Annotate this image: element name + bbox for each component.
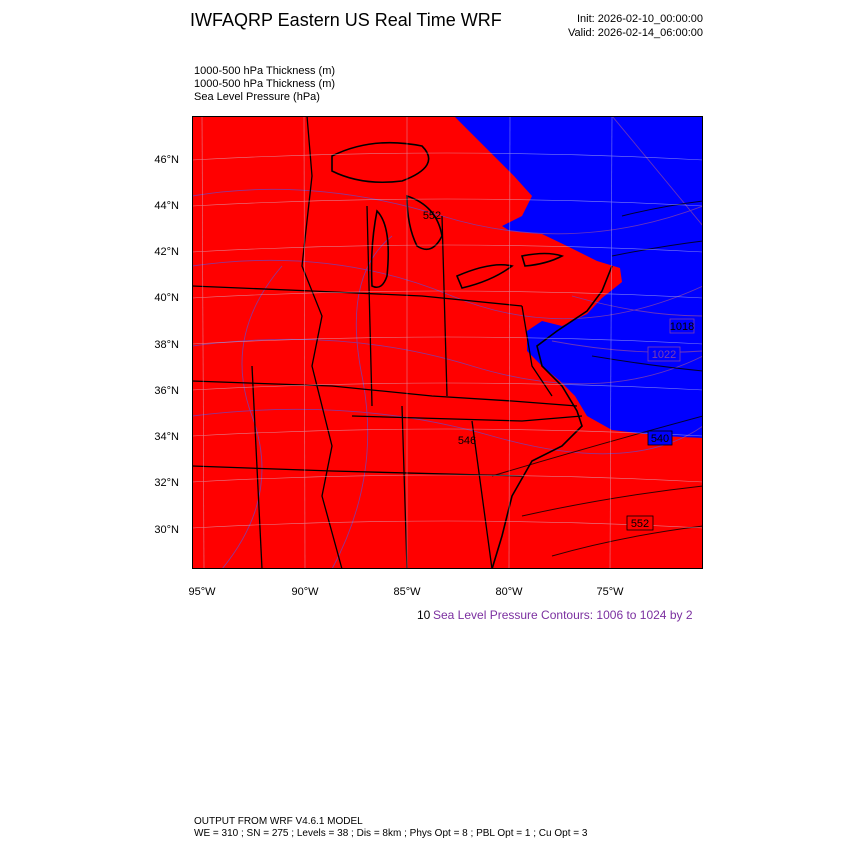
field-label-thickness-1: 1000-500 hPa Thickness (m) bbox=[194, 65, 336, 77]
footer-model: OUTPUT FROM WRF V4.6.1 MODEL bbox=[194, 816, 363, 827]
footer-params: WE = 310 ; SN = 275 ; Levels = 38 ; Dis … bbox=[194, 828, 588, 839]
lon-label-80: 80°W bbox=[495, 586, 523, 598]
lat-label-32: 32°N bbox=[154, 477, 179, 489]
thickness-label-552: 552 bbox=[631, 518, 649, 530]
thickness-contours bbox=[491, 200, 703, 557]
slp-label-1022: 1022 bbox=[652, 349, 676, 361]
weather-map: 552 540 1018 1022 546 552 bbox=[192, 116, 703, 569]
lon-label-75: 75°W bbox=[596, 586, 624, 598]
great-lakes bbox=[331, 141, 565, 289]
map-frame bbox=[192, 116, 703, 569]
field-label-slp: Sea Level Pressure (hPa) bbox=[194, 91, 320, 103]
lat-label-30: 30°N bbox=[154, 524, 179, 536]
state-boundaries bbox=[192, 116, 583, 569]
contour-info-lead: 10 bbox=[417, 608, 431, 622]
lat-label-42: 42°N bbox=[154, 246, 179, 258]
lat-label-40: 40°N bbox=[154, 292, 179, 304]
lon-label-90: 90°W bbox=[291, 586, 319, 598]
thickness-label-546: 546 bbox=[458, 435, 476, 447]
thickness-label-540: 540 bbox=[651, 433, 669, 445]
coastline bbox=[491, 265, 613, 569]
cold-region bbox=[454, 116, 703, 438]
init-time: Init: 2026-02-10_00:00:00 bbox=[577, 13, 703, 25]
contour-labels: 552 540 1018 1022 546 552 bbox=[423, 210, 695, 531]
lat-label-44: 44°N bbox=[154, 200, 179, 212]
lat-label-46: 46°N bbox=[154, 154, 179, 166]
valid-time: Valid: 2026-02-14_06:00:00 bbox=[568, 27, 703, 39]
lat-label-38: 38°N bbox=[154, 339, 179, 351]
slp-label-1018: 1018 bbox=[670, 321, 694, 333]
lon-label-85: 85°W bbox=[393, 586, 421, 598]
thickness-label-552-b: 552 bbox=[423, 210, 441, 222]
contour-info: Sea Level Pressure Contours: 1006 to 102… bbox=[433, 608, 693, 622]
lat-label-36: 36°N bbox=[154, 385, 179, 397]
field-label-thickness-2: 1000-500 hPa Thickness (m) bbox=[194, 78, 336, 90]
graticule bbox=[192, 116, 703, 569]
map-title: IWFAQRP Eastern US Real Time WRF bbox=[190, 10, 502, 30]
lat-label-34: 34°N bbox=[154, 431, 179, 443]
lon-label-95: 95°W bbox=[188, 586, 216, 598]
